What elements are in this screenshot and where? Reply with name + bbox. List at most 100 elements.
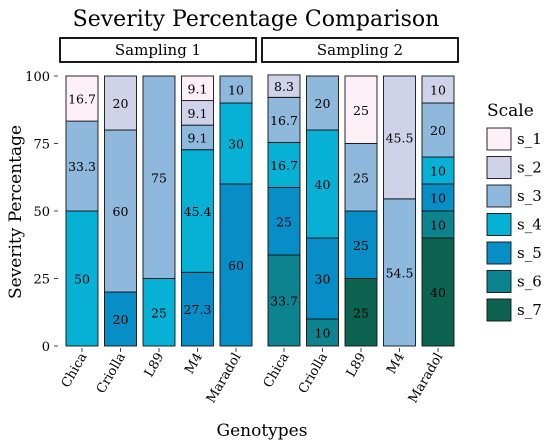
bar-segment-s_5: [267, 187, 301, 256]
data-label: 30: [315, 272, 331, 287]
x-tick-label: M4: [384, 351, 408, 377]
legend-label: s_6: [517, 273, 542, 291]
data-label: 25: [353, 103, 369, 118]
facet-strip-label: Sampling 2: [317, 41, 403, 59]
bar-segment-s_4: [142, 278, 176, 347]
bar-segment-s_1: [65, 75, 99, 122]
bar-segment-s_4: [421, 156, 455, 185]
data-label: 25: [353, 238, 369, 253]
legend: Scale s_1 s_2 s_3 s_4 s_5 s_6 s_7: [486, 101, 542, 322]
data-label: 20: [430, 123, 446, 138]
data-label: 16.7: [270, 158, 298, 173]
bar-segment-s_2: [421, 75, 455, 104]
bar-segment-s_3: [383, 198, 416, 347]
bar-segment-s_4: [219, 102, 253, 185]
data-label: 16.7: [68, 92, 96, 107]
legend-swatch-s_4: [486, 213, 512, 236]
legend-swatch-s_5: [486, 241, 512, 265]
data-label: 60: [228, 258, 244, 273]
x-tick-label: Criolla: [296, 350, 331, 396]
bar-segment-s_3: [267, 96, 301, 143]
data-label: 20: [315, 96, 331, 111]
bar-segment-s_3: [344, 143, 378, 212]
bar-segment-s_2: [181, 100, 214, 126]
data-label: 10: [430, 191, 446, 206]
legend-label: s_3: [517, 187, 542, 205]
data-label: 75: [151, 170, 167, 185]
bar-segment-s_5: [219, 183, 253, 347]
data-label: 10: [430, 218, 446, 233]
bar-segment-s_2: [104, 75, 137, 131]
bar-segment-s_3: [421, 102, 455, 158]
bar-segment-s_4: [65, 210, 99, 347]
data-label: 10: [430, 164, 446, 179]
data-label: 25: [151, 305, 167, 320]
data-label: 20: [113, 96, 129, 111]
legend-swatch-s_7: [486, 298, 512, 322]
legend-title: Scale: [487, 101, 534, 121]
x-tick-label: L89: [142, 351, 168, 380]
x-tick-label: Chica: [261, 350, 293, 390]
bar-segment-s_5: [104, 291, 137, 347]
data-label: 40: [430, 285, 446, 300]
legend-label: s_4: [517, 216, 542, 234]
bar-segment-s_3: [142, 75, 176, 279]
x-tick-label: Criolla: [94, 350, 129, 396]
y-tick-label: 0: [42, 340, 50, 355]
x-tick-label: Maradol: [406, 351, 447, 406]
bar-segment-s_7: [421, 237, 455, 347]
y-tick-label: 100: [25, 70, 50, 85]
bar-segment-s_3: [219, 75, 253, 104]
x-tick-label: Maradol: [204, 351, 245, 406]
data-label: 16.7: [270, 113, 298, 128]
facet-strip-label: Sampling 1: [115, 41, 201, 59]
data-label: 9.1: [188, 106, 208, 121]
y-tick-label: 25: [33, 273, 50, 288]
data-label: 25: [276, 214, 292, 229]
facet-strip: [261, 37, 459, 63]
data-label: 9.1: [188, 81, 208, 96]
legend-label: s_5: [517, 244, 542, 262]
x-axis-label: Genotypes: [217, 421, 308, 441]
legend-label: s_7: [517, 301, 542, 319]
data-label: 10: [315, 326, 331, 341]
y-tick-label: 50: [33, 205, 50, 220]
data-label: 20: [113, 312, 129, 327]
bar-segment-s_1: [344, 75, 378, 144]
data-label: 10: [430, 83, 446, 98]
bar-segment-s_2: [383, 75, 416, 200]
y-tick-label: 75: [33, 138, 50, 153]
legend-label: s_1: [517, 130, 542, 148]
chart-title: Severity Percentage Comparison: [73, 7, 440, 32]
bar-segment-s_3: [104, 129, 137, 293]
data-label: 50: [74, 272, 90, 287]
bar-segment-s_2: [267, 74, 301, 98]
data-label: 54.5: [386, 265, 414, 280]
legend-swatch-s_1: [486, 127, 512, 151]
data-label: 30: [228, 137, 244, 152]
data-label: 27.3: [184, 302, 212, 317]
bar-segment-s_6: [306, 318, 339, 347]
legend-swatch-s_6: [486, 270, 512, 293]
x-tick-label: L89: [344, 351, 370, 380]
bar-segment-s_1: [181, 75, 214, 102]
data-label: 25: [353, 305, 369, 320]
y-axis-label: Severity Percentage: [6, 125, 26, 299]
bar-segment-s_6: [421, 210, 455, 239]
x-tick-label: Chica: [59, 350, 91, 390]
bar-segment-s_5: [181, 271, 214, 347]
data-label: 8.3: [274, 79, 294, 94]
data-label: 9.1: [188, 130, 208, 145]
data-label: 33.7: [270, 294, 298, 309]
bar-segment-s_4: [181, 149, 214, 273]
y-axis: 0 25 50 75 100: [25, 70, 58, 355]
data-label: 45.4: [184, 204, 212, 219]
bar-segment-s_5: [344, 210, 378, 279]
data-label: 40: [315, 177, 331, 192]
data-label: 25: [353, 170, 369, 185]
data-label: 10: [228, 83, 244, 98]
data-label: 33.3: [68, 159, 96, 174]
legend-label: s_2: [517, 159, 542, 177]
